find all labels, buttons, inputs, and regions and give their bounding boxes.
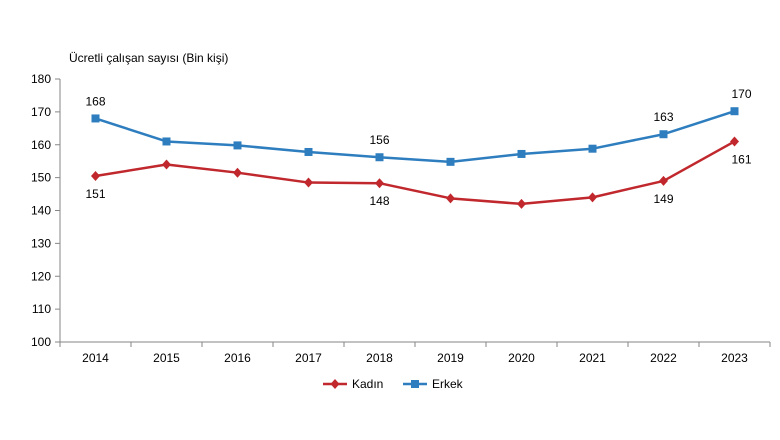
square-marker	[588, 144, 597, 153]
diamond-marker	[233, 167, 242, 178]
y-tick-label: 150	[31, 171, 51, 185]
square-marker	[304, 147, 313, 156]
x-tick-label: 2014	[82, 351, 109, 365]
square-marker	[446, 157, 455, 166]
square-marker	[659, 130, 668, 139]
x-tick-label: 2019	[437, 351, 464, 365]
square-marker	[91, 114, 100, 123]
diamond-marker	[517, 198, 526, 209]
y-tick-label: 120	[31, 269, 51, 283]
y-tick-label: 170	[31, 105, 51, 119]
y-tick-label: 180	[31, 72, 51, 86]
x-tick-label: 2021	[579, 351, 606, 365]
y-tick-label: 140	[31, 204, 51, 218]
square-marker	[517, 149, 526, 158]
data-label: 149	[653, 192, 673, 206]
diamond-marker	[659, 175, 668, 186]
legend: Kadın Erkek	[323, 377, 464, 391]
series-kadın	[91, 136, 739, 209]
diamond-marker	[162, 159, 171, 170]
data-label: 151	[85, 187, 105, 201]
series-line	[95, 110, 735, 164]
data-label: 156	[369, 133, 389, 147]
x-tick-label: 2015	[153, 351, 180, 365]
diamond-marker	[304, 177, 313, 188]
x-tick-label: 2020	[508, 351, 535, 365]
y-tick-label: 110	[32, 302, 51, 316]
legend-label: Kadın	[352, 377, 383, 391]
data-label: 163	[653, 110, 673, 124]
legend-item-kadın: Kadın	[323, 377, 383, 391]
legend-label: Erkek	[432, 377, 464, 391]
data-labels: 151 148 149 161 168 156 163 170	[85, 87, 751, 208]
x-tick-label: 2016	[224, 351, 251, 365]
legend-item-erkek: Erkek	[403, 377, 464, 391]
x-tick-label: 2018	[366, 351, 393, 365]
y-tick-label: 130	[31, 236, 51, 250]
series-erkek	[91, 107, 739, 166]
diamond-marker	[91, 170, 100, 181]
square-marker	[730, 107, 739, 116]
y-axis: 100 110 120 130 140 150 160 170 180	[31, 72, 61, 349]
diamond-marker	[446, 193, 455, 204]
x-tick-label: 2017	[295, 351, 322, 365]
diamond-marker	[375, 178, 384, 189]
data-label: 170	[731, 87, 751, 101]
diamond-marker	[588, 192, 597, 203]
square-marker	[411, 380, 419, 388]
square-marker	[233, 141, 242, 150]
x-tick-label: 2023	[721, 351, 748, 365]
square-marker	[375, 153, 384, 162]
series-group	[91, 107, 739, 209]
data-label: 161	[731, 152, 751, 166]
y-tick-label: 100	[31, 335, 51, 349]
series-line	[95, 140, 736, 206]
x-tick-label: 2022	[650, 351, 677, 365]
y-tick-label: 160	[31, 138, 51, 152]
diamond-marker	[330, 379, 340, 389]
x-axis: 2014 2015 2016 2017 2018 2019 2020 2021 2022 2023	[59, 341, 771, 365]
y-axis-title: Ücretli çalışan sayısı (Bin kişi)	[69, 51, 228, 65]
data-label: 148	[369, 194, 389, 208]
data-label: 168	[85, 94, 105, 108]
square-marker	[162, 137, 171, 146]
diamond-marker	[730, 136, 739, 147]
